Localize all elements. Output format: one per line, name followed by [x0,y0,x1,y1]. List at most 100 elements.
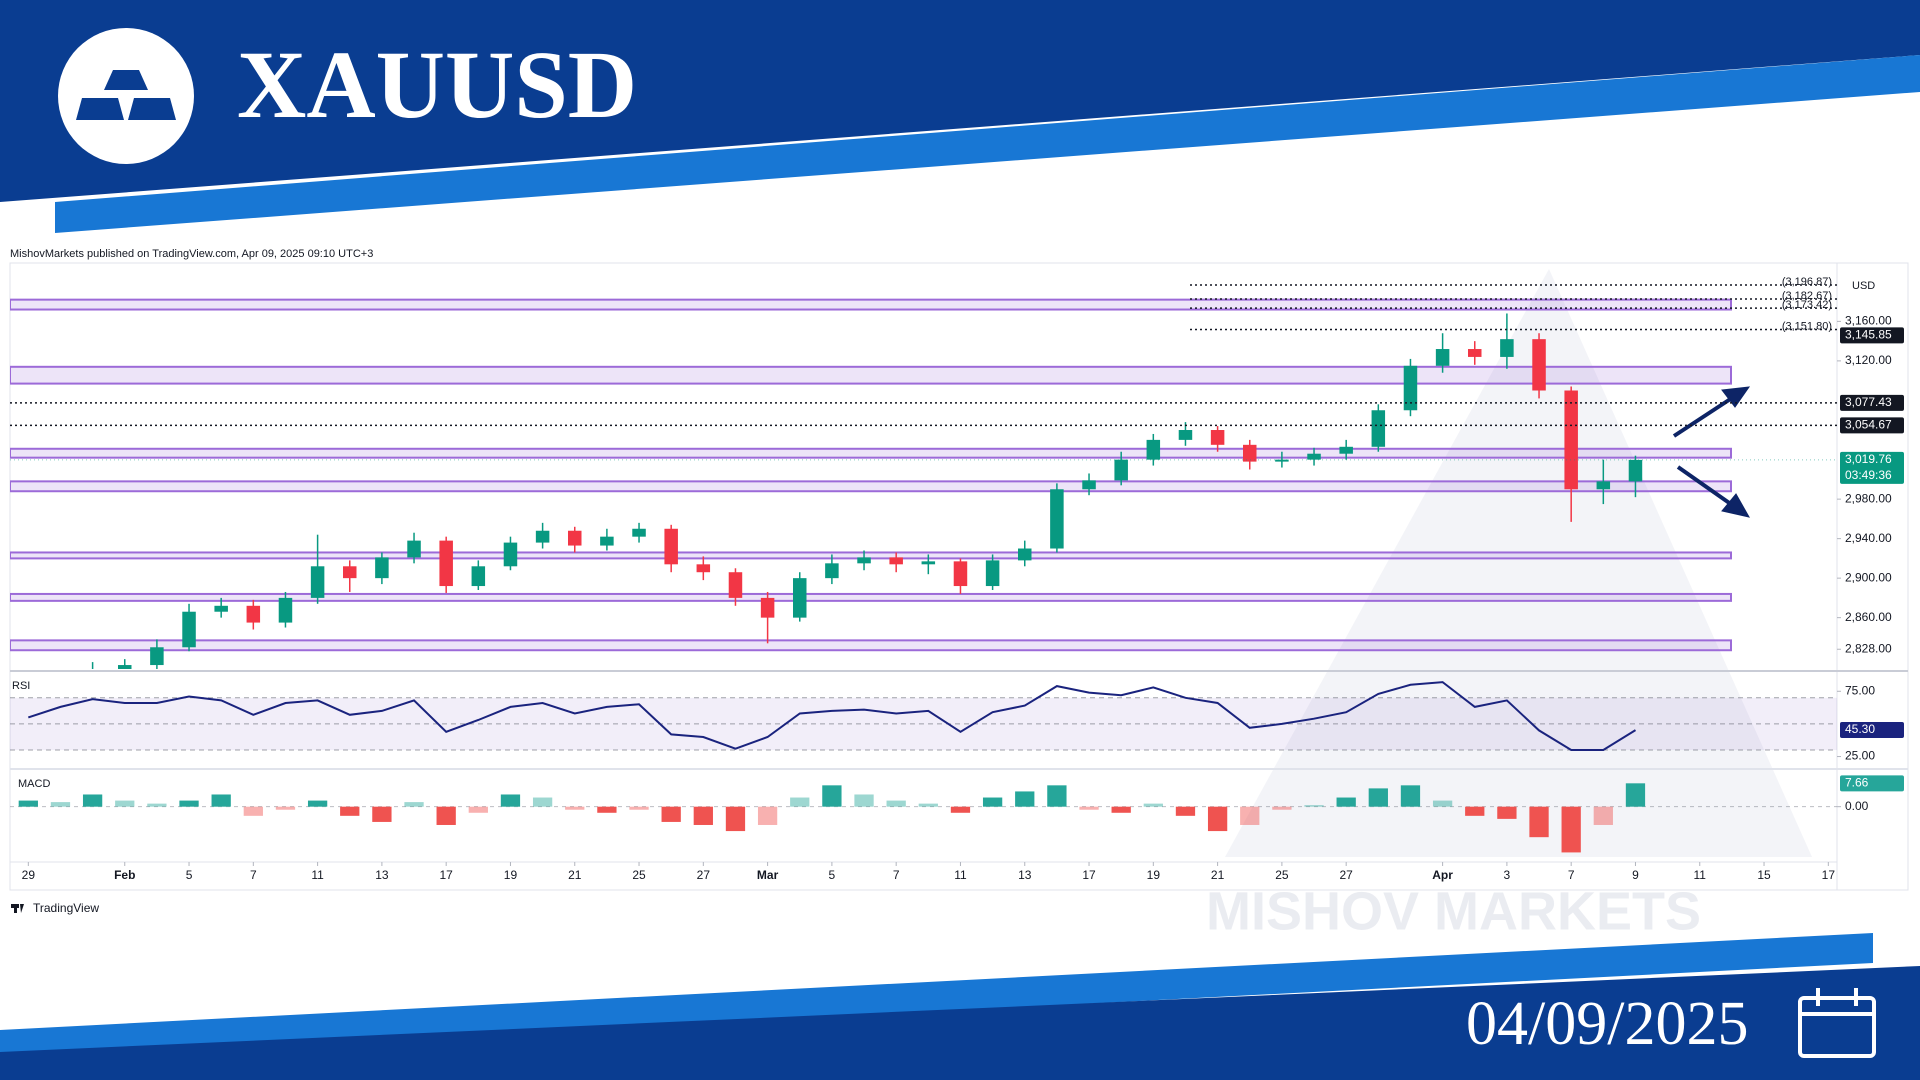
zone [10,639,1732,652]
candle-body [1018,548,1032,561]
price-label-text: 3,077.43 [1845,395,1892,409]
candle-body [1435,349,1450,366]
header-band [0,0,1920,202]
candle-body [214,605,228,612]
zone [10,365,1732,385]
zone [10,298,1732,311]
x-tick-label: Mar [757,868,779,882]
y-tick-label: 2,900.00 [1845,570,1892,584]
candle-body [535,530,550,543]
x-tick-label: 21 [568,868,582,882]
candle-body [1500,339,1514,357]
macd-bar [918,803,938,807]
y-tick-label: 2,980.00 [1845,491,1892,505]
macd-bar [1561,806,1581,853]
candle-body [278,597,293,623]
macd-bar [372,806,392,822]
candle-body [1210,430,1225,445]
macd-bar [1593,806,1613,825]
y-tick-label: 2,828.00 [1845,641,1892,655]
y-tick-label: 3,120.00 [1845,353,1892,367]
zone [10,480,1732,493]
candle-body [793,578,807,618]
candle-body [343,566,357,579]
macd-bar [436,806,456,825]
candle-body [150,647,164,666]
x-tick-label: 3 [1504,868,1511,882]
tradingview-logo [11,904,24,913]
candle-body [1371,410,1386,447]
x-tick-label: 17 [1082,868,1096,882]
candle-body [407,540,421,558]
price-label [1840,394,1904,411]
macd-bar [1400,785,1421,807]
macd-bar [1625,783,1646,807]
x-tick-label: 25 [1275,868,1289,882]
price-label [1840,417,1904,434]
candle-body [632,528,646,537]
macd-bar [1079,806,1099,810]
macd-bar [1432,800,1453,807]
x-tick-label: 13 [1018,868,1032,882]
macd-bar [982,797,1003,807]
candle-body [375,557,389,579]
date-label: 04/09/2025 [1466,990,1748,1058]
candle-body [728,572,743,598]
dotted-level-label: (3,151.80) [1782,320,1832,332]
dotted-level-label: (3,173.42) [1782,299,1832,311]
macd-bar [854,794,874,807]
x-tick-label: 11 [311,868,324,882]
macd-bar [211,794,231,807]
x-tick-label: 5 [186,868,193,882]
rsi-title: RSI [12,680,30,692]
y-tick-label: 75.00 [1845,683,1875,697]
macd-value-text: 7.66 [1845,775,1869,789]
candle-body [985,560,1000,587]
macd-bar [1047,785,1067,807]
macd-bar [275,806,296,810]
macd-bar [1529,806,1549,838]
macd-value [1840,775,1904,792]
candle-body [1307,453,1321,460]
candle-body [1082,480,1096,490]
candle-body [182,611,196,648]
x-tick-label: Feb [114,868,135,882]
current-price-label: 3,019.76 [1845,452,1892,466]
candle-body [889,557,903,565]
x-tick-label: Apr [1432,868,1453,882]
candle-body [118,665,132,669]
dotted-level-label: (3,182.67) [1782,290,1832,302]
x-tick-label: 7 [893,868,900,882]
candle-body [439,540,453,587]
dotted-level-label: (3,196.87) [1782,276,1832,288]
macd-bar [1304,805,1324,807]
y-tick-label: 0.00 [1845,799,1869,813]
symbol-title: XAUUSD [237,31,637,138]
x-tick-label: 11 [1694,868,1707,882]
macd-bar [693,806,713,825]
macd-bar [404,802,424,807]
rsi-line [27,681,1637,751]
watermark [1225,269,1812,857]
macd-bar [115,800,135,807]
x-tick-label: 19 [1147,868,1161,882]
rsi-value [1840,722,1904,739]
candle-body [760,597,775,618]
x-tick-label: 21 [1211,868,1225,882]
y-tick-label: 25.00 [1845,749,1875,763]
macd-bar [1143,803,1163,807]
macd-bar [1336,797,1356,807]
macd-bar [1240,806,1260,825]
candle-body [568,530,582,546]
attribution: MishovMarkets published on TradingView.c… [10,248,373,260]
macd-bar [1111,806,1131,813]
candle-body [857,557,871,564]
macd-bar [307,800,328,807]
x-tick-label: 17 [439,868,453,882]
macd-bar [340,806,360,816]
macd-bar [179,800,199,807]
macd-bar [1497,806,1517,819]
watermark-text: MISHOV MARKETS [1206,881,1701,941]
candle-body [825,563,839,579]
